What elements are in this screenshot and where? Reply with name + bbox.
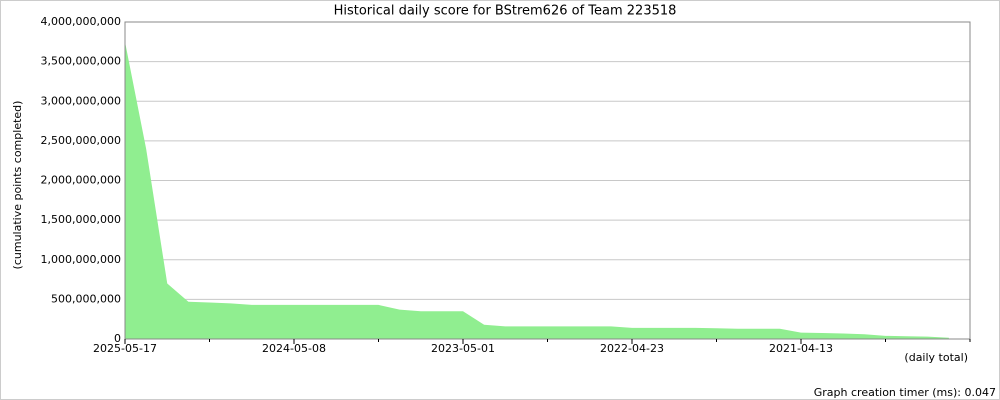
y-tick-label: 2,000,000,000 <box>41 174 121 187</box>
footer: Graph creation timer (ms): 0.047 <box>814 386 996 399</box>
y-tick-label: 4,000,000,000 <box>41 15 121 28</box>
y-tick-label: 1,500,000,000 <box>41 213 121 226</box>
y-tick-label: 0 <box>114 332 121 345</box>
x-tick-label: 2023-05-01 <box>431 342 495 355</box>
x-tick-label: 2022-04-23 <box>600 342 664 355</box>
y-tick-label: 2,500,000,000 <box>41 134 121 147</box>
y-axis-label: (cumulative points completed) <box>11 101 24 270</box>
chart-title: Historical daily score for BStrem626 of … <box>334 4 677 19</box>
x-axis-label: (daily total) <box>904 351 968 364</box>
x-tick-label: 2021-04-13 <box>769 342 833 355</box>
y-tick-label: 500,000,000 <box>51 292 121 305</box>
y-tick-label: 3,500,000,000 <box>41 55 121 68</box>
area <box>125 41 949 339</box>
y-tick-label: 1,000,000,000 <box>41 253 121 266</box>
x-tick-label: 2025-05-17 <box>93 342 157 355</box>
y-tick-label: 3,000,000,000 <box>41 94 121 107</box>
x-tick-label: 2024-05-08 <box>262 342 326 355</box>
